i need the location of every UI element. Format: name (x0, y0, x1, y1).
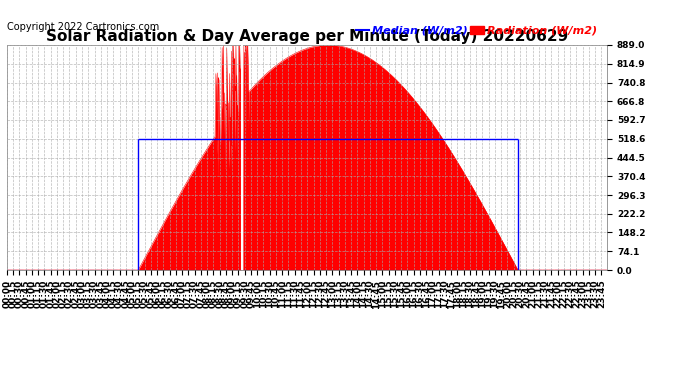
Text: Copyright 2022 Cartronics.com: Copyright 2022 Cartronics.com (7, 21, 159, 32)
Legend: Median (W/m2), Radiation (W/m2): Median (W/m2), Radiation (W/m2) (351, 21, 602, 40)
Title: Solar Radiation & Day Average per Minute (Today) 20220629: Solar Radiation & Day Average per Minute… (46, 29, 568, 44)
